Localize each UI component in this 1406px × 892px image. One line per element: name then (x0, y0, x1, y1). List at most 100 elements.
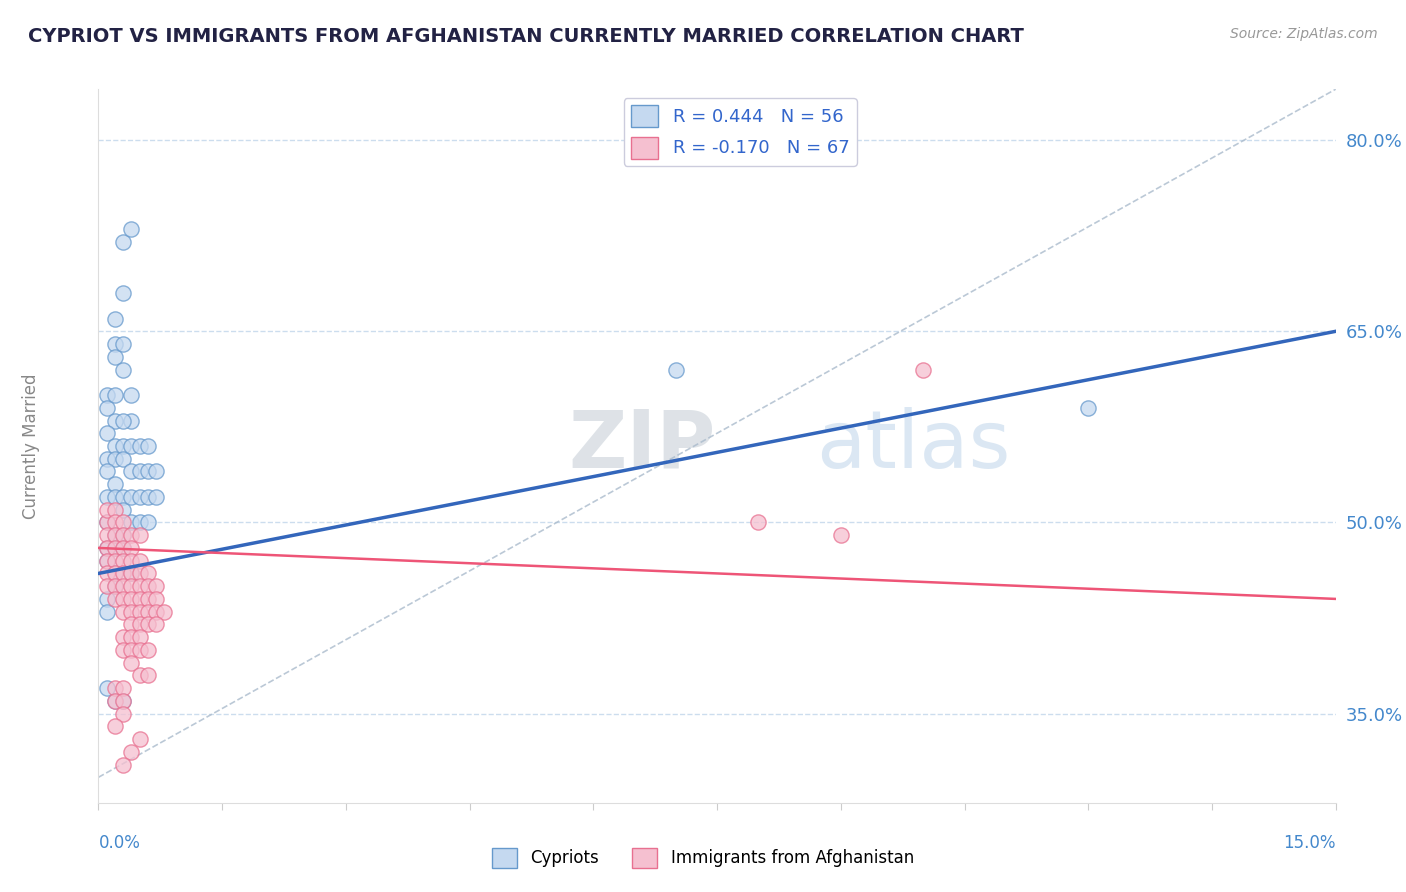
Point (112, 579, 135, 593)
Point (136, 643, 159, 657)
Point (120, 222, 142, 236)
Point (120, 643, 142, 657)
Point (120, 745, 142, 759)
Point (128, 465, 150, 479)
Legend: Cypriots, Immigrants from Afghanistan: Cypriots, Immigrants from Afghanistan (485, 841, 921, 875)
Point (104, 579, 127, 593)
Point (136, 490, 159, 504)
Point (112, 286, 135, 301)
Point (136, 605, 159, 619)
Point (136, 566, 159, 581)
Point (96, 401, 118, 415)
Text: ZIP: ZIP (568, 407, 716, 485)
Point (96, 591, 118, 606)
Point (112, 451, 135, 466)
Point (96, 541, 118, 555)
Point (112, 591, 135, 606)
Point (112, 502, 135, 516)
Point (128, 668, 150, 682)
Text: Source: ZipAtlas.com: Source: ZipAtlas.com (1230, 27, 1378, 41)
Point (112, 337, 135, 351)
Point (128, 617, 150, 632)
Point (96, 516, 118, 530)
Point (747, 516, 769, 530)
Point (120, 579, 142, 593)
Point (104, 541, 127, 555)
Point (128, 516, 150, 530)
Point (112, 439, 135, 453)
Point (104, 413, 127, 427)
Point (120, 490, 142, 504)
Point (104, 451, 127, 466)
Point (104, 579, 127, 593)
Point (96, 516, 118, 530)
Point (112, 362, 135, 376)
Point (104, 719, 127, 733)
Point (145, 579, 167, 593)
Point (104, 337, 127, 351)
Point (112, 528, 135, 542)
Point (104, 477, 127, 491)
Point (104, 681, 127, 695)
Point (128, 554, 150, 568)
Point (104, 694, 127, 708)
Point (104, 502, 127, 516)
Point (128, 439, 150, 453)
Point (145, 605, 167, 619)
Point (136, 465, 159, 479)
Point (112, 541, 135, 555)
Point (104, 591, 127, 606)
Point (96, 465, 118, 479)
Point (120, 566, 142, 581)
Point (136, 439, 159, 453)
Point (104, 566, 127, 581)
Point (120, 630, 142, 644)
Point (1077, 401, 1099, 415)
Point (128, 591, 150, 606)
Point (128, 630, 150, 644)
Point (145, 617, 167, 632)
Point (145, 591, 167, 606)
Point (136, 516, 159, 530)
Point (128, 566, 150, 581)
Point (96, 502, 118, 516)
Point (104, 694, 127, 708)
Point (112, 528, 135, 542)
Point (104, 528, 127, 542)
Point (120, 656, 142, 670)
Point (136, 579, 159, 593)
Point (128, 643, 150, 657)
Point (104, 311, 127, 326)
Point (112, 490, 135, 504)
Point (120, 566, 142, 581)
Point (912, 362, 935, 376)
Point (120, 617, 142, 632)
Point (112, 681, 135, 695)
Point (104, 350, 127, 364)
Point (120, 388, 142, 402)
Point (128, 579, 150, 593)
Point (145, 465, 167, 479)
Point (112, 541, 135, 555)
Point (128, 605, 150, 619)
Point (112, 694, 135, 708)
Point (96, 528, 118, 542)
Point (112, 706, 135, 721)
Point (112, 694, 135, 708)
Point (128, 490, 150, 504)
Point (104, 388, 127, 402)
Point (96, 554, 118, 568)
Point (96, 490, 118, 504)
Point (120, 465, 142, 479)
Point (112, 630, 135, 644)
Point (120, 528, 142, 542)
Text: atlas: atlas (815, 407, 1011, 485)
Point (112, 516, 135, 530)
Point (153, 605, 176, 619)
Point (96, 681, 118, 695)
Text: Currently Married: Currently Married (22, 373, 39, 519)
Point (112, 605, 135, 619)
Point (120, 591, 142, 606)
Point (104, 554, 127, 568)
Point (112, 643, 135, 657)
